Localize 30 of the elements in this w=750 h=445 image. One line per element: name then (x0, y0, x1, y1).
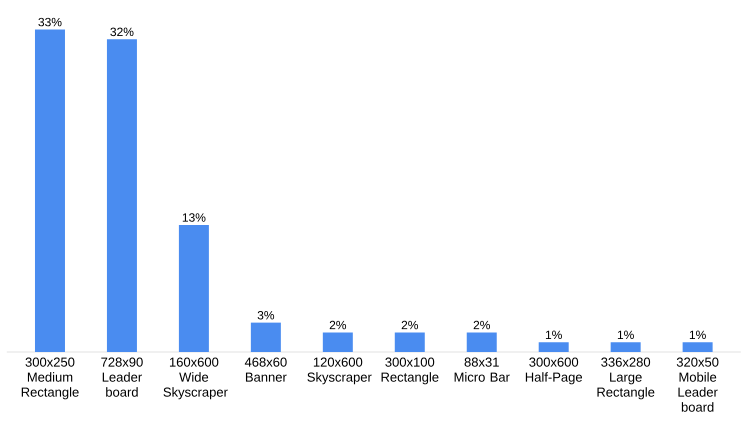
data-label: 2% (402, 320, 418, 330)
data-label: 2% (330, 320, 346, 330)
bar (538, 342, 569, 352)
bar (394, 332, 425, 352)
bar (34, 30, 65, 352)
bar (178, 224, 209, 352)
x-tick-label: 728x90 Leader board (101, 358, 143, 397)
bar (682, 342, 713, 352)
data-label: 3% (258, 310, 274, 320)
bar (322, 332, 353, 352)
x-tick-label: 300x250 Medium Rectangle (22, 358, 79, 400)
x-tick-label: 468x60 Banner (244, 358, 287, 382)
data-label: 1% (618, 330, 634, 340)
x-tick-label: 300x100 Rectangle (382, 358, 438, 384)
data-label: 32% (110, 28, 134, 36)
x-tick-label: 88x31 Micro Bar (454, 358, 510, 382)
x-tick-label: 336x280 Large Rectangle (597, 358, 654, 400)
data-label: 13% (182, 213, 206, 222)
data-label: 1% (690, 330, 706, 340)
data-label: 1% (546, 330, 562, 340)
x-tick-label: 320x50 Mobile Leader board (676, 358, 718, 412)
bar (610, 342, 641, 352)
bar (250, 322, 281, 352)
x-tick-label: 160x600 Wide Skyscraper (163, 358, 228, 400)
data-label: 33% (38, 18, 62, 26)
bar (106, 39, 137, 352)
x-tick-label: 300x600 Half-Page (526, 358, 582, 384)
data-label: 2% (474, 320, 490, 330)
x-tick-label: 120x600 Skyscraper (307, 358, 372, 384)
bar (466, 332, 497, 352)
